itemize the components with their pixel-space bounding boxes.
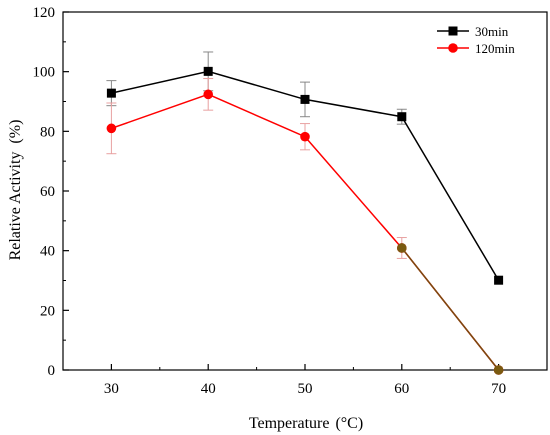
legend-label: 30min	[475, 24, 509, 39]
series-layer	[106, 51, 504, 375]
data-point	[106, 88, 116, 98]
data-point	[203, 66, 213, 76]
x-tick-label: 60	[394, 381, 409, 397]
data-point	[106, 123, 117, 134]
y-tick-label: 100	[33, 65, 56, 81]
legend-label: 120min	[475, 41, 515, 56]
overlap-point	[397, 243, 407, 253]
x-tick-label: 70	[491, 381, 506, 397]
y-axis: 0 20 40 60 80 100 120	[33, 5, 69, 379]
y-tick-label: 0	[48, 363, 56, 379]
y-tick-label: 20	[40, 303, 55, 319]
data-point	[494, 275, 504, 285]
x-axis-unit: (°C)	[335, 415, 363, 432]
plot-frame	[62, 11, 548, 371]
x-axis-label: Temperature (°C)	[249, 415, 363, 432]
legend: 30min 120min	[437, 24, 515, 56]
data-point	[203, 89, 213, 100]
y-tick-label: 60	[40, 184, 55, 200]
legend-marker	[448, 43, 458, 53]
plot-border	[62, 11, 548, 371]
series-30min	[106, 51, 504, 285]
overlap-point	[493, 365, 504, 375]
y-tick-label: 120	[33, 5, 56, 21]
series-120min	[106, 78, 504, 375]
data-point	[300, 131, 310, 142]
legend-marker	[448, 26, 458, 36]
overlap-segment	[397, 243, 504, 375]
data-point	[397, 112, 407, 122]
legend-item: 30min	[437, 24, 509, 39]
overlap-line	[401, 247, 500, 371]
data-point	[300, 94, 310, 104]
x-tick-label: 40	[201, 381, 216, 397]
x-axis: 30 40 50 60 70	[62, 364, 548, 397]
x-tick-label: 50	[298, 381, 313, 397]
y-axis-label: Relative Activity (%)	[7, 120, 24, 261]
y-axis-unit: (%)	[7, 120, 24, 144]
y-tick-label: 40	[40, 244, 55, 260]
y-tick-label: 80	[40, 124, 55, 140]
y-axis-label-text: Relative Activity	[7, 152, 24, 261]
x-axis-label-text: Temperature	[249, 415, 330, 432]
x-tick-label: 30	[104, 381, 119, 397]
legend-item: 120min	[437, 41, 515, 56]
